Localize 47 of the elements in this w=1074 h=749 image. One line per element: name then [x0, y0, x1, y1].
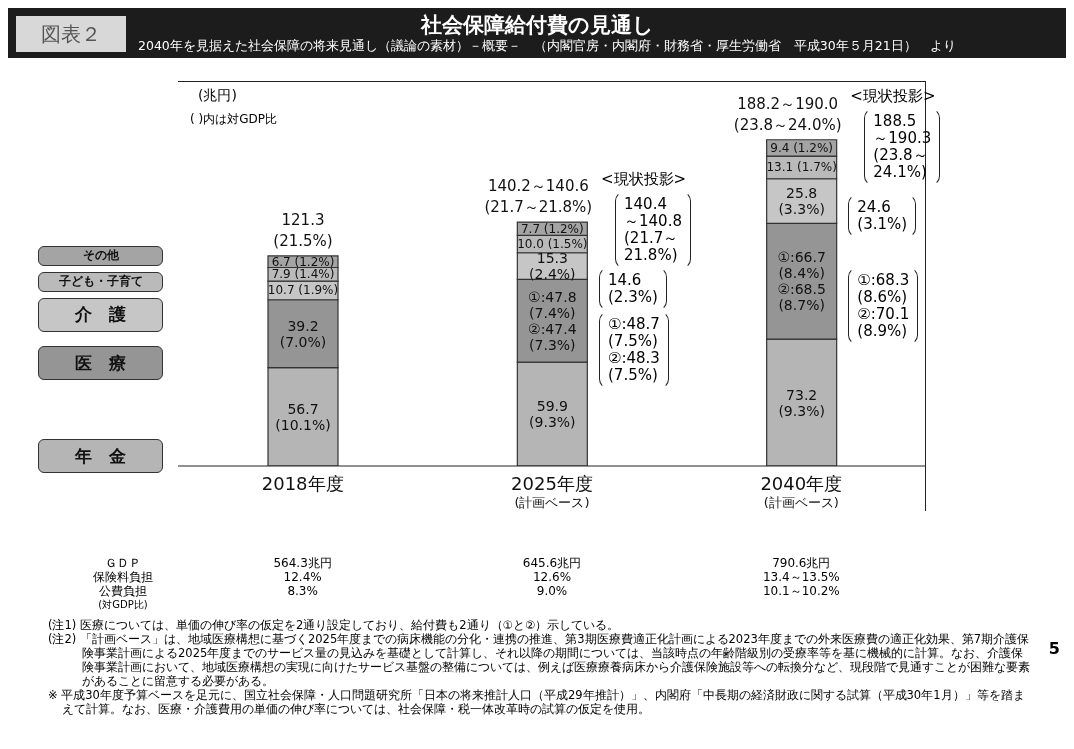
data-label: 7.9 (1.4%) — [271, 267, 335, 282]
text: 年 金 — [38, 439, 163, 474]
total-label: 140.2～140.6 (21.7～21.8%) — [484, 177, 593, 217]
text: 図表２ — [16, 16, 126, 52]
text: 医 療 — [38, 346, 163, 381]
text: ＧＤＰ — [104, 556, 142, 570]
text: 保険料負担 — [92, 570, 154, 584]
annotation: <現状投影> 140.4 ～140.8 (21.7～ 21.8%) — [601, 169, 687, 264]
text: 介 護 — [38, 297, 163, 332]
text: (注2) 「計画ベース」は、地域医療構想に基づく2025年度までの病床機能の分化・連携の推進、第3期医療費適正化計画による2023年度までの外来医療費の適正化効果、第7期介護保険事業計画による2025年度までのサービス量の見込みを基礎として計算し、それ以降の期間については、当該時点の年齢階級別の受療率等を基に機械的に計算。なお、介護保険事業計画において、地域医療構想の実現に向けたサービス基盤の整備については、例えば医療療養病床から介護保険施設等への転換分など、現段階で見通すことが困難な要素があることに留意する必要がある。 — [48, 632, 1031, 688]
text: (注1) 医療については、単価の伸び率の仮定を2通り設定しており、給付費も2通り（①と②）示している。 — [48, 618, 621, 632]
chart-title: 社会保障給付費の見通し — [420, 13, 654, 37]
x-tick-label: 2018年度 — [261, 473, 344, 494]
total-label: 188.2～190.0 (23.8～24.0%) — [733, 94, 842, 134]
data-label: 13.1 (1.7%) — [766, 160, 837, 175]
data-label: 10.7 (1.9%) — [267, 283, 339, 298]
text: その他 — [38, 245, 163, 266]
text: (兆円) — [198, 87, 237, 105]
text: ※ 平成30年度予算ベースを足元に、国立社会保障・人口問題研究所「日本の将来推計人口（平成29年推計）」、内閣府「中長期の経済財政に関する試算（平成30年1月）」等を踏まえて計算。なお、医療・介護費用の単価の伸び率については、社会保障・税一体改革時の試算の仮定を使用。 — [48, 688, 1026, 716]
data-label: 10.0 (1.5%) — [517, 237, 588, 252]
data-label: ①:66.7 (8.4%) ②:68.5 (8.7%) — [777, 249, 826, 314]
text: 5 — [1048, 639, 1060, 658]
data-label: 7.7 (1.2%) — [520, 221, 584, 236]
data-label: 59.9 (9.3%) — [529, 398, 576, 431]
data-label: 9.4 (1.2%) — [770, 140, 834, 155]
x-tick-label: 2025年度 (計画ベース) — [511, 473, 593, 510]
text: (対GDP比) — [97, 598, 149, 612]
data-label: ①:47.8 (7.4%) ②:47.4 (7.3%) — [528, 288, 577, 353]
text: 790.6兆円 13.4～13.5% 10.1～10.2% — [761, 556, 841, 598]
annotation: ①:48.7 (7.5%) ②:48.3 (7.5%) — [608, 314, 660, 384]
annotation: 14.6 (2.3%) — [608, 270, 658, 306]
total-label: 121.3 (21.5%) — [273, 210, 333, 250]
data-label: 73.2 (9.3%) — [778, 386, 825, 419]
text: 645.6兆円 12.6% 9.0% — [521, 556, 583, 598]
annotation: ①:68.3 (8.6%) ②:70.1 (8.9%) — [857, 270, 910, 340]
text: ( )内は対GDP比 — [190, 111, 277, 128]
annotation: 24.6 (3.1%) — [857, 198, 908, 234]
text: 公費負担 — [98, 584, 148, 598]
data-label: 6.7 (1.2%) — [271, 254, 335, 269]
data-label: 25.8 (3.3%) — [778, 185, 825, 218]
data-label: 15.3 (2.4%) — [529, 250, 576, 283]
data-label: 56.7 (10.1%) — [275, 400, 331, 433]
text: 564.3兆円 12.4% 8.3% — [272, 556, 333, 598]
x-tick-label: 2040年度 (計画ベース) — [760, 473, 843, 510]
data-label: 39.2 (7.0%) — [279, 317, 327, 350]
chart-subtitle: 2040年を見据えた社会保障の将来見通し（議論の素材）－概要－ （内閣官房・内閣府・財務省・厚生労働省 平成30年５月21日） より — [138, 38, 956, 55]
text: 子ども・子育て — [38, 271, 163, 292]
